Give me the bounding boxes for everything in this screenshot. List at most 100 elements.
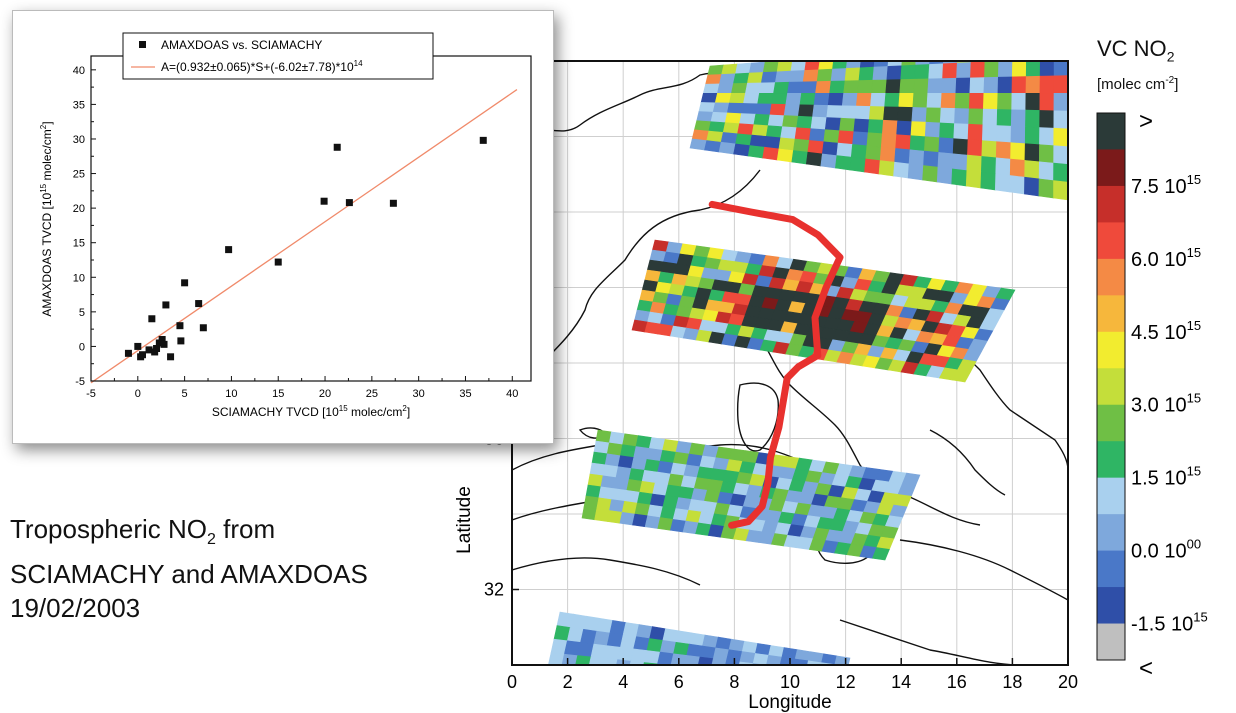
swath-pixel [783, 104, 801, 117]
swath-pixel [697, 656, 714, 665]
swath-4 [545, 611, 851, 691]
swath-pixel [1011, 76, 1027, 94]
scatter-point [145, 346, 153, 354]
swath-pixel [599, 671, 615, 685]
scatter-point [167, 353, 175, 361]
swath-pixel [1053, 61, 1068, 77]
swath-pixel [585, 670, 601, 684]
map-x-axis-label: Longitude [748, 692, 831, 713]
swath-pixel [850, 144, 868, 160]
swath-pixel [855, 93, 872, 107]
swath-pixel [708, 669, 724, 681]
colorbar-segment [1097, 331, 1125, 369]
swath-pixel [910, 121, 927, 138]
swath-pixel [997, 76, 1013, 94]
colorbar-frame [1096, 112, 1126, 661]
swath-pixel [1026, 42, 1040, 60]
swath-pixel [812, 104, 829, 118]
swath-pixel [996, 125, 1012, 144]
swath-pixel [797, 104, 815, 118]
swath-pixel [696, 111, 714, 123]
swath-pixel [940, 93, 957, 109]
swath-pixel [952, 138, 969, 156]
swath-pixel [832, 61, 848, 70]
swath-pixel [581, 506, 598, 521]
swath-pixel [923, 136, 940, 153]
swath-pixel [695, 668, 711, 680]
swath-pixel [545, 666, 561, 681]
swath-pixel [841, 93, 858, 107]
swath-pixel [995, 141, 1012, 160]
swath-pixel [706, 130, 724, 143]
swath-pixel [718, 141, 736, 155]
scatter-point [176, 322, 184, 330]
swath-pixel [767, 114, 785, 128]
swath-pixel [693, 679, 709, 691]
swath-pixel [852, 131, 869, 147]
swath-pixel [883, 106, 900, 122]
colorbar-segment [1097, 550, 1125, 588]
swath-pixel [969, 77, 985, 94]
swath-pixel [981, 140, 997, 159]
swath-pixel [1053, 93, 1068, 112]
swath-pixel [929, 61, 944, 65]
swath-pixel [721, 63, 738, 75]
swath-pixel [743, 93, 760, 105]
swath-pixel [983, 76, 999, 94]
swath-pixel [1024, 160, 1040, 180]
swath-pixel [941, 77, 957, 94]
swath-pixel [1010, 109, 1027, 128]
swath-pixel [608, 431, 626, 446]
swath-pixel [901, 61, 917, 67]
swath-pixel [791, 150, 809, 165]
scatter-point [345, 199, 353, 207]
scatter-x-tick-label: -5 [86, 388, 96, 400]
swath-pixel [914, 64, 930, 80]
swath-pixel [911, 107, 928, 123]
swath-pixel [1053, 127, 1068, 148]
swath-pixel [686, 643, 703, 658]
colorbar-tick-label: 7.5 1015 [1131, 172, 1201, 198]
swath-pixel [684, 655, 701, 665]
swath-pixel [1053, 180, 1068, 201]
swath-pixel [717, 83, 734, 94]
swath-pixel [589, 462, 606, 477]
swath-pixel [937, 152, 954, 170]
swath-pixel [837, 130, 855, 145]
swath-pixel [602, 657, 618, 665]
swath-pixel [757, 93, 774, 105]
swath-pixel [907, 163, 924, 181]
scatter-x-tick-label: 20 [319, 388, 331, 400]
swath-pixel [657, 651, 674, 665]
swath-pixel [773, 81, 790, 94]
scatter-point [274, 258, 282, 266]
scatter-point [158, 336, 166, 344]
swath-1 [689, 42, 1068, 201]
swath-pixel [866, 132, 883, 148]
colorbar-tick-label: -1.5 1015 [1131, 610, 1208, 636]
swath-pixel [708, 121, 726, 133]
swath-pixel [886, 65, 903, 81]
swath-pixel [698, 102, 716, 113]
swath-pixel [900, 64, 916, 80]
swath-pixel [631, 457, 648, 471]
swath-pixel [760, 71, 778, 84]
map-y-axis-label: Latitude [454, 486, 475, 554]
swath-pixel [771, 93, 788, 105]
swath-pixel [596, 497, 612, 511]
swath-pixel [766, 664, 769, 665]
swath-pixel [878, 160, 895, 177]
caption-line-3: 19/02/2003 [10, 593, 141, 624]
swath-pixel [1024, 126, 1040, 146]
scatter-inset: -5 0 5 10 15 20 25 30 35 40 -5 0 5 10 15 20 25 30 35 40 AMA… [12, 10, 554, 444]
legend-series-label: AMAXDOAS vs. SCIAMACHY [161, 38, 322, 52]
scatter-points [124, 136, 487, 361]
colorbar-tick-label: 3.0 1015 [1131, 391, 1201, 417]
swath-pixel [915, 61, 930, 66]
colorbar-segment [1097, 368, 1125, 406]
swath-pixel [719, 73, 736, 85]
swath-pixel [818, 61, 834, 71]
scatter-chart: -5 0 5 10 15 20 25 30 35 40 -5 0 5 10 15 20 25 30 35 40 AMA… [39, 32, 532, 419]
swath-pixel [759, 82, 776, 94]
swath-pixel [839, 117, 856, 133]
